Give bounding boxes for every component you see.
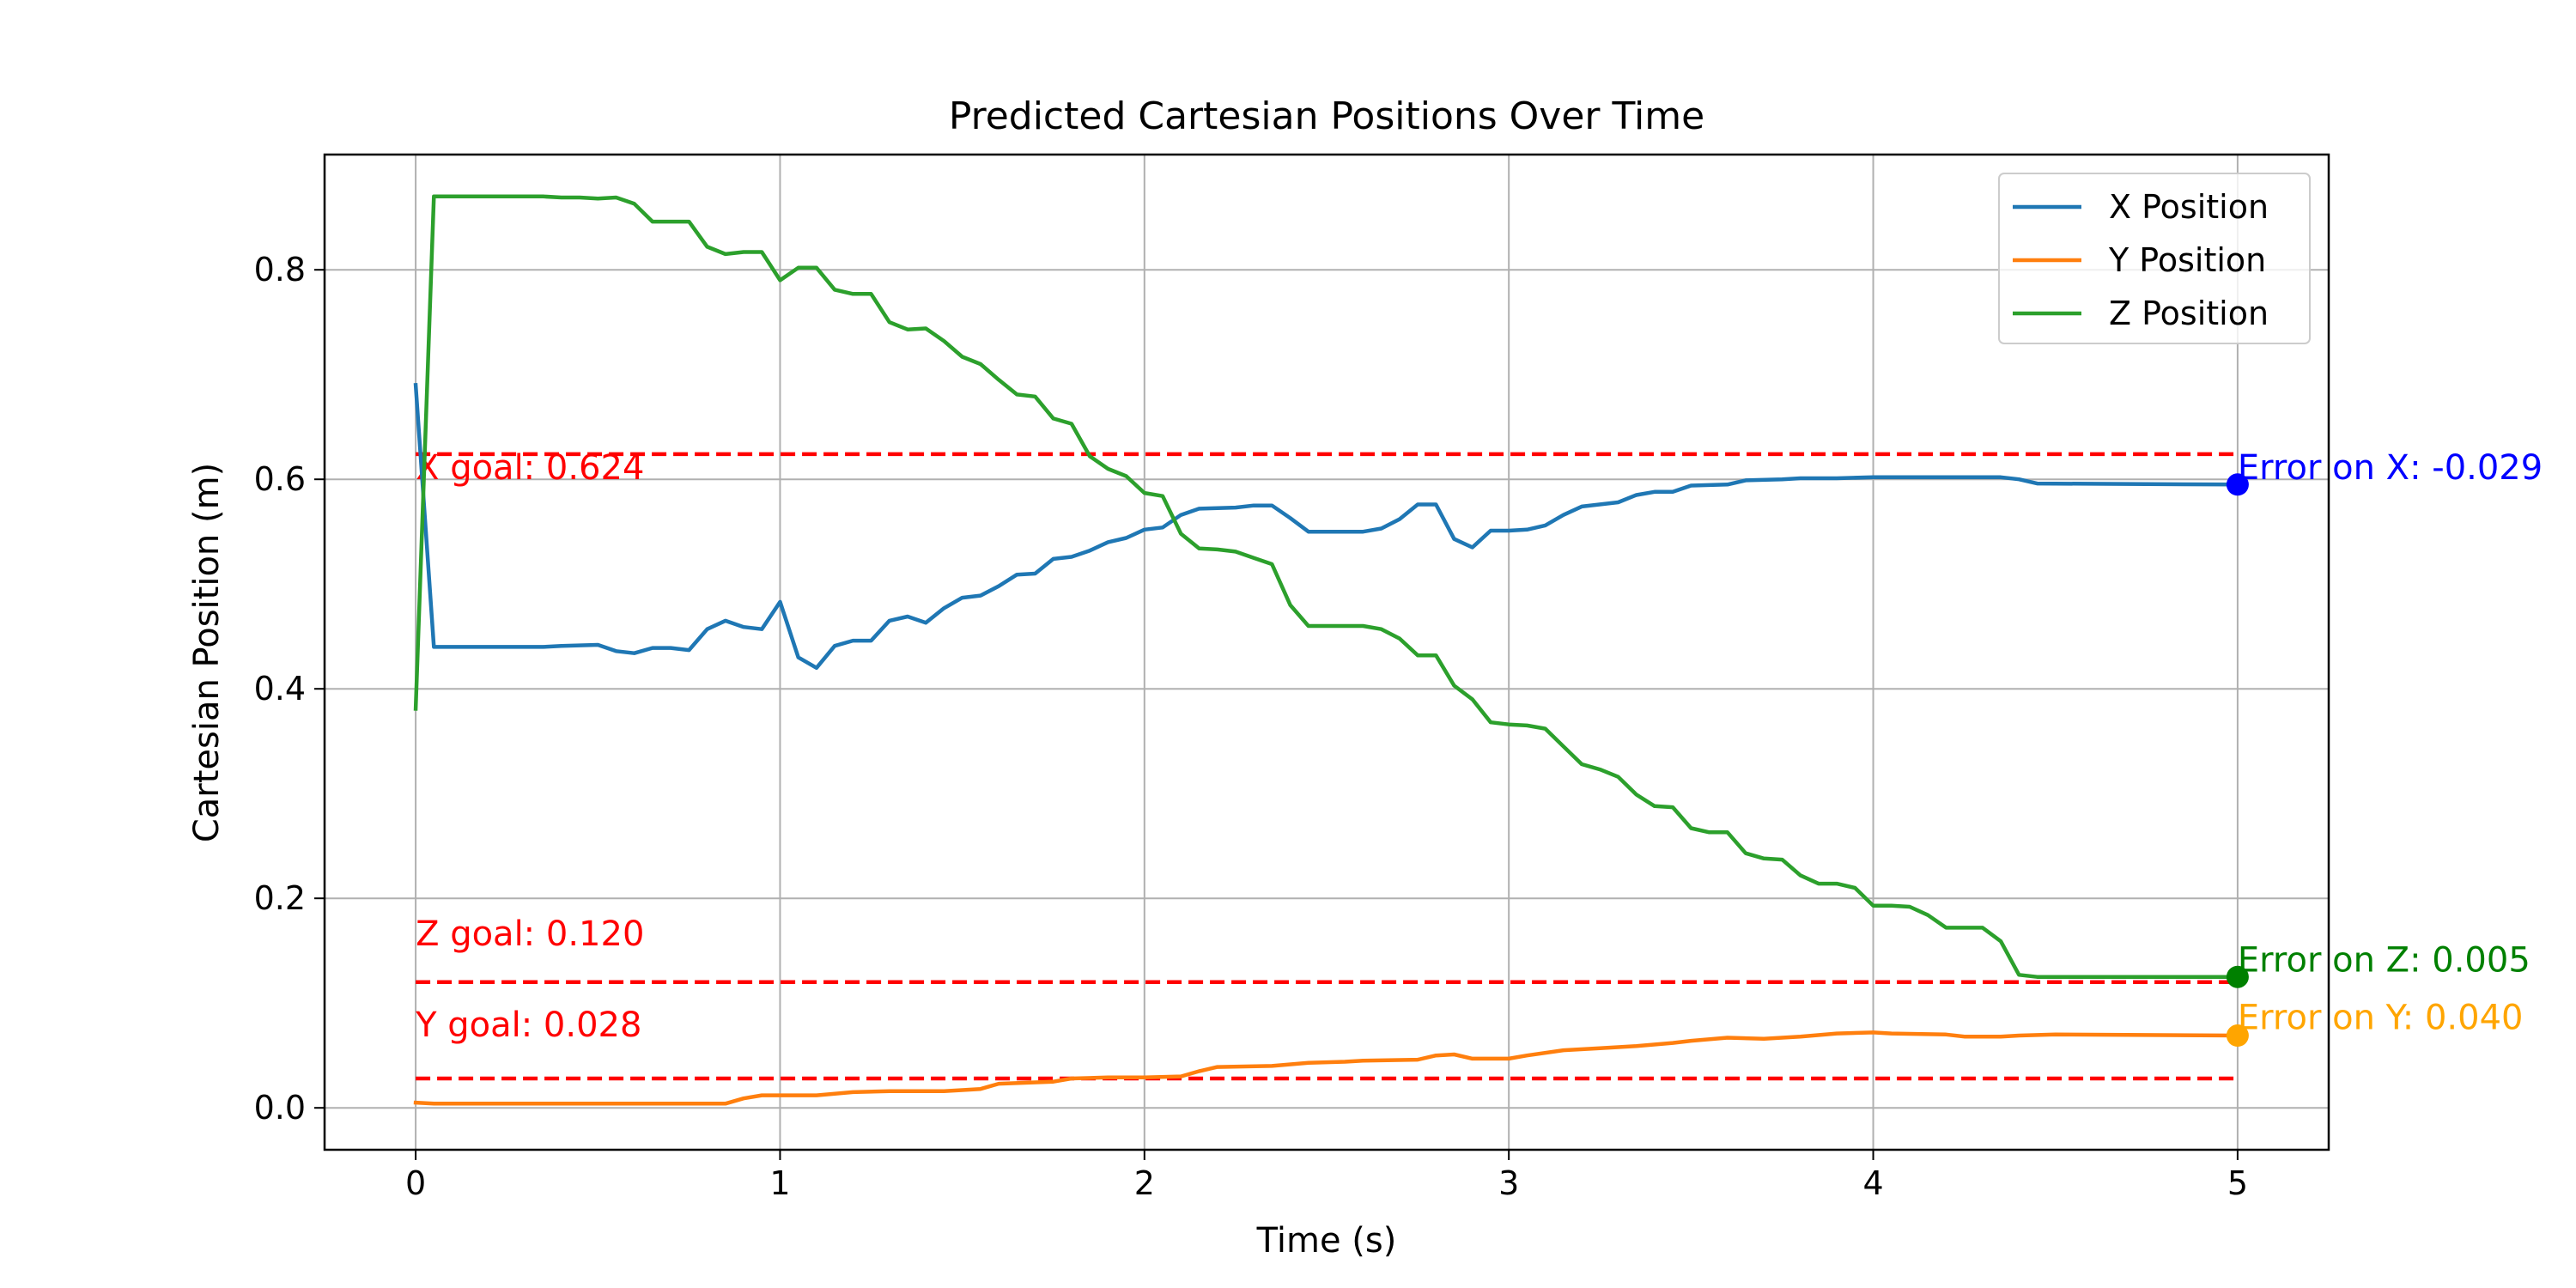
series-lines [413,194,2240,1106]
plot-frame [323,153,2330,1151]
legend-label: Y Position [2108,241,2266,279]
error-label-y: Error on Y: 0.040 [2238,999,2524,1038]
series-line-2 [413,1030,2240,1106]
goal-lines: X goal: 0.624 Z goal: 0.120 Y goal: 0.028 [415,448,2238,1081]
y-tick-label: 0.4 [254,670,306,708]
goal-label-x: X goal: 0.624 [416,448,644,488]
x-tick-label: 5 [2227,1164,2248,1202]
error-label-x: Error on X: -0.029 [2238,448,2543,488]
x-axis-label: Time (s) [1256,1221,1397,1261]
x-tick-label: 3 [1498,1164,1519,1202]
legend-box [1998,173,2311,344]
y-tick-label: 0.0 [254,1089,306,1127]
y-tick-label: 0.8 [254,251,306,289]
legend: X Position Y Position Z Position [1998,173,2311,344]
goal-label-y: Y goal: 0.028 [415,1005,641,1045]
endpoint-marker-z [2226,965,2249,988]
endpoint-marker-x [2226,473,2249,496]
series-line-1 [413,382,2240,671]
series-line-3 [413,194,2240,979]
x-tick-label: 1 [769,1164,790,1202]
x-tick-label: 0 [405,1164,426,1202]
y-axis-label: Cartesian Position (m) [187,463,227,842]
error-label-z: Error on Z: 0.005 [2238,941,2530,981]
legend-label: Z Position [2109,295,2269,332]
endpoints: Error on X: -0.029 Error on Z: 0.005 Error… [2226,448,2543,1048]
x-tick-label: 4 [1862,1164,1883,1202]
axis-ticks: 0 1 2 3 4 5 0.0 0.2 0.4 0.6 0.8 [254,251,2248,1202]
x-tick-label: 2 [1134,1164,1155,1202]
chart-title: Predicted Cartesian Positions Over Time [949,94,1704,138]
goal-label-z: Z goal: 0.120 [416,914,644,954]
legend-label: X Position [2109,188,2269,226]
y-tick-label: 0.6 [254,460,306,498]
y-tick-label: 0.2 [254,879,306,917]
endpoint-marker-y [2226,1024,2249,1048]
